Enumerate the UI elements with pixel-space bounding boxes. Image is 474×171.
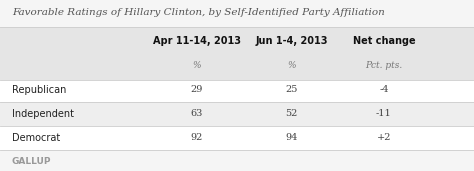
Text: 25: 25 (285, 85, 298, 94)
Text: Independent: Independent (12, 109, 74, 119)
Text: Pct. pts.: Pct. pts. (365, 61, 402, 70)
Text: 94: 94 (285, 133, 298, 142)
Text: 63: 63 (191, 109, 203, 118)
Text: Jun 1-4, 2013: Jun 1-4, 2013 (255, 36, 328, 46)
Text: 29: 29 (191, 85, 203, 94)
Text: GALLUP: GALLUP (12, 157, 51, 166)
Text: 92: 92 (191, 133, 203, 142)
Text: Apr 11-14, 2013: Apr 11-14, 2013 (153, 36, 241, 46)
Text: %: % (287, 61, 296, 70)
Text: -4: -4 (379, 85, 389, 94)
Text: Republican: Republican (12, 85, 66, 95)
Text: %: % (192, 61, 201, 70)
Text: -11: -11 (376, 109, 392, 118)
Text: Favorable Ratings of Hillary Clinton, by Self-Identified Party Affiliation: Favorable Ratings of Hillary Clinton, by… (12, 8, 384, 17)
Text: Democrat: Democrat (12, 133, 60, 143)
Text: +2: +2 (377, 133, 391, 142)
Text: Net change: Net change (353, 36, 415, 46)
Text: 52: 52 (285, 109, 298, 118)
